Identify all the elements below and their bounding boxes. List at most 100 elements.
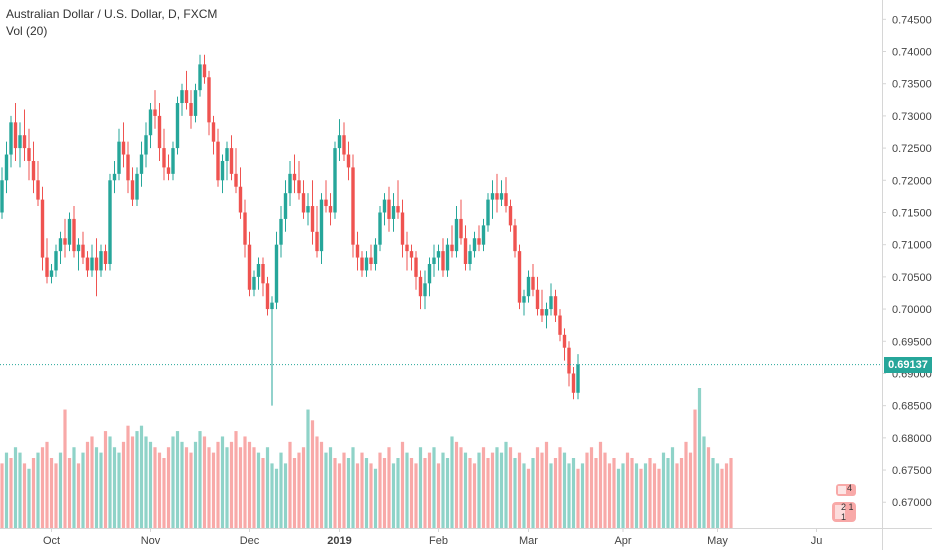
volume-bar — [630, 458, 634, 528]
y-tick-label: 0.68500 — [892, 401, 932, 413]
volume-bar — [99, 452, 103, 528]
candle — [481, 225, 486, 245]
candle — [544, 309, 549, 316]
y-tick-label: 0.67000 — [892, 497, 932, 509]
candle — [351, 167, 355, 245]
volume-bar — [148, 441, 153, 528]
volume-bar — [234, 431, 238, 528]
volume-bar — [594, 458, 598, 528]
volume-bar — [427, 452, 432, 528]
volume-bar — [526, 468, 531, 528]
volume-bar — [301, 447, 306, 528]
volume-bar — [400, 441, 405, 528]
flag-icon — [832, 502, 856, 522]
volume-bar — [216, 441, 220, 528]
volume-bar — [585, 452, 589, 528]
volume-bar — [288, 441, 292, 528]
volume-bar — [616, 468, 621, 528]
volume-bar — [4, 452, 9, 528]
y-tick-label: 0.72500 — [892, 143, 932, 155]
volume-bar — [81, 452, 85, 528]
volume-bar — [535, 447, 540, 528]
candle — [477, 238, 481, 245]
volume-bar — [346, 458, 351, 528]
candle — [315, 231, 319, 252]
volume-indicator-label: Vol (20) — [6, 24, 48, 38]
volume-bar — [576, 468, 580, 528]
scale-badge-lower[interactable]: 2 1 1 — [832, 500, 860, 529]
candle — [409, 251, 414, 258]
x-tick-label: Feb — [429, 535, 448, 547]
candle — [54, 251, 58, 271]
y-tick-label: 0.71000 — [892, 240, 932, 252]
scale-badge-upper[interactable]: 4 — [836, 483, 860, 502]
volume-bar — [432, 447, 436, 528]
volume-bar — [405, 452, 409, 528]
volume-bar — [283, 463, 288, 528]
candle — [211, 122, 216, 142]
candle — [567, 347, 571, 374]
volume-bar — [193, 441, 198, 528]
volume-bar — [243, 436, 247, 528]
y-tick-label: 0.72000 — [892, 175, 932, 187]
candle — [423, 283, 427, 297]
volume-bar — [387, 447, 391, 528]
candle — [306, 206, 310, 213]
volume-bar — [94, 447, 99, 528]
volume-bar — [558, 447, 562, 528]
volume-bar — [729, 458, 733, 528]
volume-bar — [607, 463, 612, 528]
candle — [76, 244, 81, 252]
y-tick-label: 0.69500 — [892, 336, 932, 348]
x-tick-label: 2019 — [327, 535, 351, 547]
candle — [202, 64, 207, 78]
candle — [499, 193, 504, 200]
candle — [292, 173, 297, 181]
volume-bar — [40, 447, 45, 528]
y-tick-label: 0.71500 — [892, 207, 932, 219]
volume-bar — [571, 458, 576, 528]
candle — [319, 199, 324, 252]
y-tick-label: 0.70500 — [892, 272, 932, 284]
candle — [301, 193, 306, 213]
volume-bar — [391, 463, 396, 528]
volume-bar — [468, 458, 472, 528]
volume-bar — [153, 447, 157, 528]
candle — [274, 244, 279, 303]
candle — [405, 244, 409, 252]
volume-bar — [0, 463, 4, 528]
candle — [558, 315, 562, 335]
candle — [126, 154, 130, 181]
candle — [265, 283, 270, 310]
x-tick-label: Mar — [519, 535, 538, 547]
volume-bar — [495, 447, 499, 528]
volume-bar — [562, 452, 567, 528]
volume-bar — [580, 463, 585, 528]
volume-bar — [351, 447, 355, 528]
volume-bar — [63, 409, 67, 528]
candle — [468, 251, 472, 264]
volume-bar — [531, 458, 535, 528]
candle — [517, 251, 522, 303]
volume-bar — [279, 452, 283, 528]
volume-bar — [337, 463, 342, 528]
flag-icon — [836, 484, 856, 496]
volume-bar — [238, 447, 243, 528]
volume-bar — [229, 441, 234, 528]
candle — [139, 154, 144, 174]
candle — [562, 334, 567, 348]
candle — [243, 212, 247, 245]
candle — [99, 251, 103, 271]
volume-bar — [409, 458, 414, 528]
candle — [162, 148, 166, 168]
volume-bar — [508, 447, 513, 528]
candle — [382, 199, 387, 213]
candle — [396, 206, 400, 213]
candle — [85, 257, 90, 271]
volume-bar — [220, 436, 225, 528]
candle — [252, 276, 256, 290]
volume-bar — [45, 441, 49, 528]
volume-bar — [364, 458, 369, 528]
